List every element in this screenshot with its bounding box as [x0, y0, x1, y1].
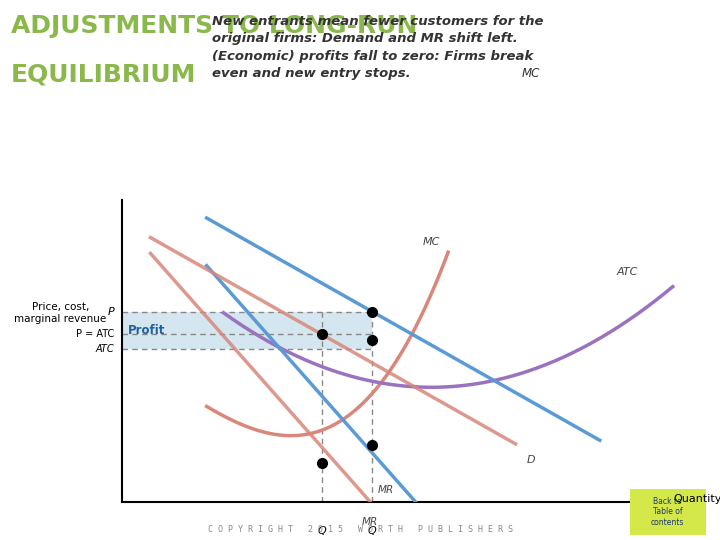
Text: original firms: Demand and MR shift left.: original firms: Demand and MR shift left…: [212, 32, 518, 45]
FancyBboxPatch shape: [122, 312, 372, 349]
Text: C O P Y R I G H T   2 0 1 5   W O R T H   P U B L I S H E R S: C O P Y R I G H T 2 0 1 5 W O R T H P U …: [207, 524, 513, 534]
Text: Price, cost,
marginal revenue: Price, cost, marginal revenue: [14, 302, 107, 324]
Text: Back to
Table of
contents: Back to Table of contents: [651, 497, 685, 526]
Text: D: D: [527, 455, 536, 465]
Text: Q: Q: [368, 526, 377, 536]
Text: ATC: ATC: [95, 345, 114, 354]
Text: MR: MR: [378, 485, 394, 495]
Text: MR: MR: [361, 517, 377, 528]
Text: P: P: [107, 307, 114, 316]
Text: (Economic) profits fall to zero: Firms break: (Economic) profits fall to zero: Firms b…: [212, 50, 534, 63]
Text: even and new entry stops.: even and new entry stops.: [212, 67, 420, 80]
Text: Profit: Profit: [128, 324, 166, 337]
Text: Q: Q: [318, 526, 326, 536]
Text: New entrants mean fewer customers for the: New entrants mean fewer customers for th…: [212, 15, 544, 28]
Text: ADJUSTMENTS TO LONG-RUN: ADJUSTMENTS TO LONG-RUN: [11, 14, 417, 37]
Text: ATC: ATC: [616, 267, 638, 278]
Text: P = ATC: P = ATC: [76, 329, 114, 339]
Text: MC: MC: [522, 67, 541, 80]
Text: Quantity: Quantity: [673, 495, 720, 504]
Text: EQUILIBRIUM: EQUILIBRIUM: [11, 62, 196, 86]
Text: MC: MC: [423, 237, 440, 247]
